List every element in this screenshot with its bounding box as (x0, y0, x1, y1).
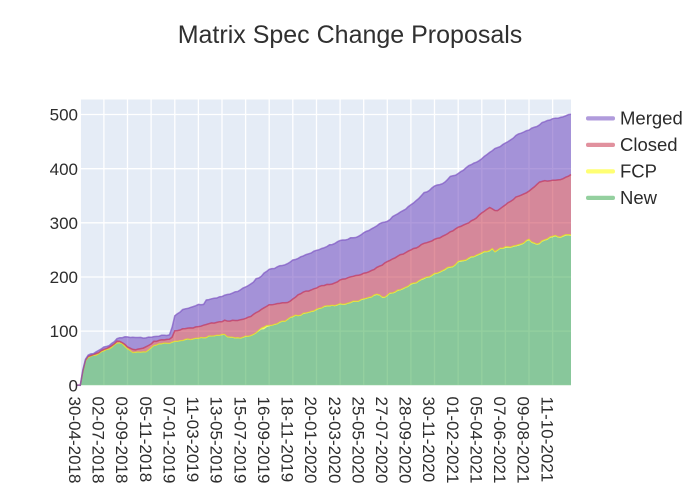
svg-text:400: 400 (50, 160, 78, 179)
svg-text:11-03-2019: 11-03-2019 (183, 397, 202, 483)
svg-text:30-04-2018: 30-04-2018 (65, 397, 84, 484)
svg-text:Matrix Spec Change Proposals: Matrix Spec Change Proposals (178, 21, 523, 49)
svg-text:16-09-2019: 16-09-2019 (254, 397, 273, 484)
svg-text:100: 100 (50, 322, 78, 341)
svg-text:20-01-2020: 20-01-2020 (301, 397, 320, 484)
svg-text:11-10-2021: 11-10-2021 (537, 397, 556, 483)
svg-text:30-11-2020: 30-11-2020 (419, 397, 438, 483)
svg-text:25-05-2020: 25-05-2020 (348, 397, 367, 484)
svg-text:0: 0 (69, 376, 78, 395)
svg-text:27-07-2020: 27-07-2020 (372, 397, 391, 484)
svg-text:15-07-2019: 15-07-2019 (230, 397, 249, 484)
svg-text:500: 500 (50, 106, 78, 125)
svg-text:300: 300 (50, 214, 78, 233)
svg-text:Closed: Closed (620, 134, 678, 155)
svg-text:13-05-2019: 13-05-2019 (207, 397, 226, 484)
svg-text:28-09-2020: 28-09-2020 (396, 397, 415, 484)
svg-text:FCP: FCP (620, 161, 657, 182)
svg-text:New: New (620, 187, 658, 208)
svg-text:03-09-2018: 03-09-2018 (112, 397, 131, 484)
svg-text:07-06-2021: 07-06-2021 (490, 397, 509, 484)
svg-text:200: 200 (50, 268, 78, 287)
svg-text:09-08-2021: 09-08-2021 (514, 397, 533, 484)
svg-text:02-07-2018: 02-07-2018 (89, 397, 108, 484)
svg-text:07-01-2019: 07-01-2019 (160, 397, 179, 484)
svg-text:18-11-2019: 18-11-2019 (278, 397, 297, 483)
svg-text:Merged: Merged (620, 108, 683, 129)
svg-text:05-11-2018: 05-11-2018 (136, 397, 155, 483)
svg-text:23-03-2020: 23-03-2020 (325, 397, 344, 484)
svg-text:05-04-2021: 05-04-2021 (467, 397, 486, 484)
svg-text:01-02-2021: 01-02-2021 (443, 397, 462, 484)
